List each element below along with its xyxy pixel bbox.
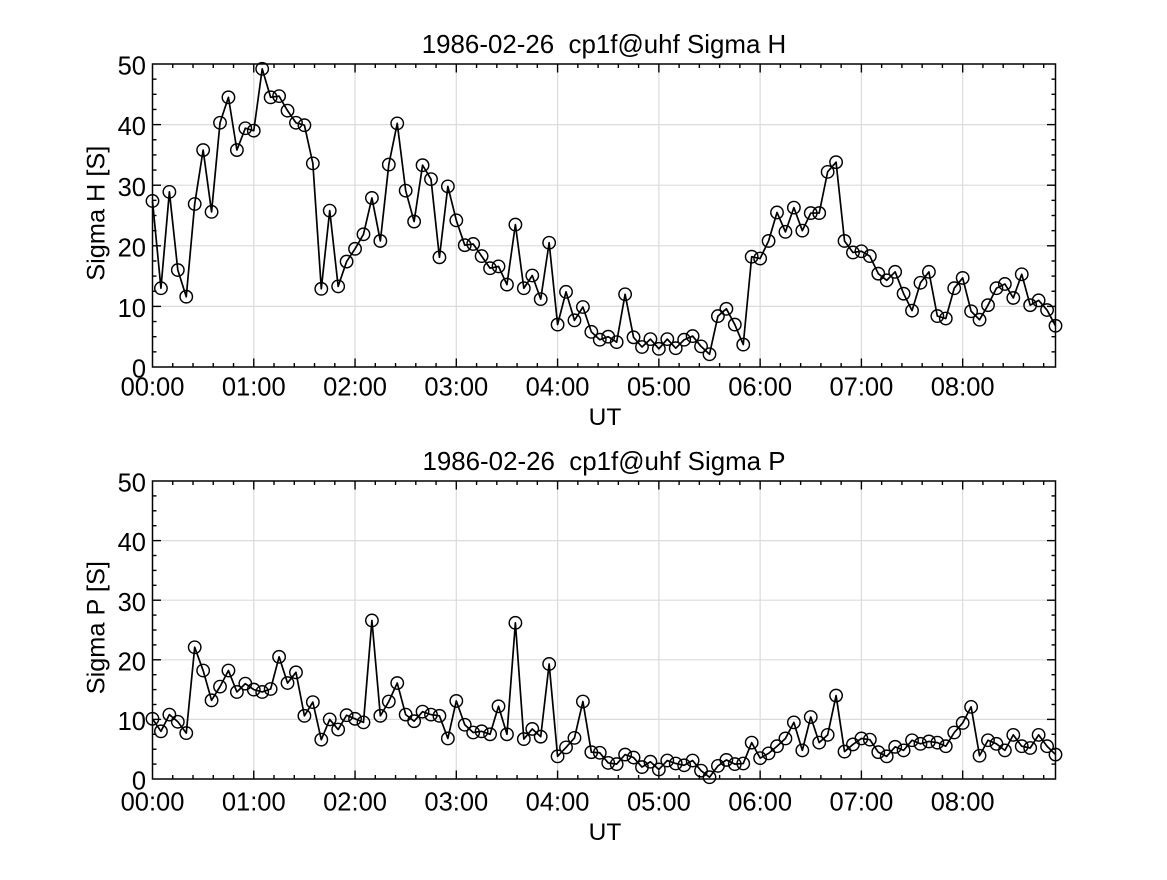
svg-text:20: 20 xyxy=(118,234,146,262)
svg-text:Sigma P [S]: Sigma P [S] xyxy=(83,561,111,694)
svg-text:03:00: 03:00 xyxy=(424,789,488,817)
svg-text:08:00: 08:00 xyxy=(931,789,995,817)
svg-text:40: 40 xyxy=(118,529,146,557)
svg-text:06:00: 06:00 xyxy=(728,374,792,402)
svg-text:05:00: 05:00 xyxy=(627,789,691,817)
svg-text:30: 30 xyxy=(118,174,146,202)
svg-text:07:00: 07:00 xyxy=(829,374,893,402)
svg-text:03:00: 03:00 xyxy=(424,374,488,402)
svg-text:02:00: 02:00 xyxy=(323,374,387,402)
svg-text:0: 0 xyxy=(132,768,146,796)
svg-text:04:00: 04:00 xyxy=(526,789,590,817)
svg-text:50: 50 xyxy=(118,470,146,498)
svg-text:Sigma H [S]: Sigma H [S] xyxy=(83,146,111,281)
svg-text:00:00: 00:00 xyxy=(121,789,185,817)
svg-text:10: 10 xyxy=(118,708,146,736)
svg-text:UT: UT xyxy=(589,819,622,846)
svg-text:06:00: 06:00 xyxy=(728,789,792,817)
svg-text:50: 50 xyxy=(118,53,146,81)
svg-text:0: 0 xyxy=(132,356,146,384)
svg-text:1986-02-26 cp1f@uhf Sigma H: 1986-02-26 cp1f@uhf Sigma H xyxy=(422,31,787,59)
svg-text:05:00: 05:00 xyxy=(627,374,691,402)
svg-text:10: 10 xyxy=(118,295,146,323)
svg-text:02:00: 02:00 xyxy=(323,789,387,817)
svg-text:1986-02-26 cp1f@uhf Sigma P: 1986-02-26 cp1f@uhf Sigma P xyxy=(422,448,785,476)
svg-text:01:00: 01:00 xyxy=(222,374,286,402)
svg-text:07:00: 07:00 xyxy=(829,789,893,817)
svg-text:40: 40 xyxy=(118,113,146,141)
svg-text:08:00: 08:00 xyxy=(931,374,995,402)
svg-text:00:00: 00:00 xyxy=(121,374,185,402)
svg-text:01:00: 01:00 xyxy=(222,789,286,817)
svg-text:30: 30 xyxy=(118,589,146,617)
svg-text:20: 20 xyxy=(118,648,146,676)
svg-text:04:00: 04:00 xyxy=(526,374,590,402)
svg-text:UT: UT xyxy=(589,404,622,431)
